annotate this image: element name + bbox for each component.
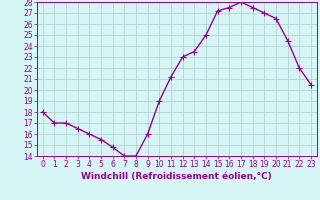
X-axis label: Windchill (Refroidissement éolien,°C): Windchill (Refroidissement éolien,°C)	[81, 172, 272, 181]
